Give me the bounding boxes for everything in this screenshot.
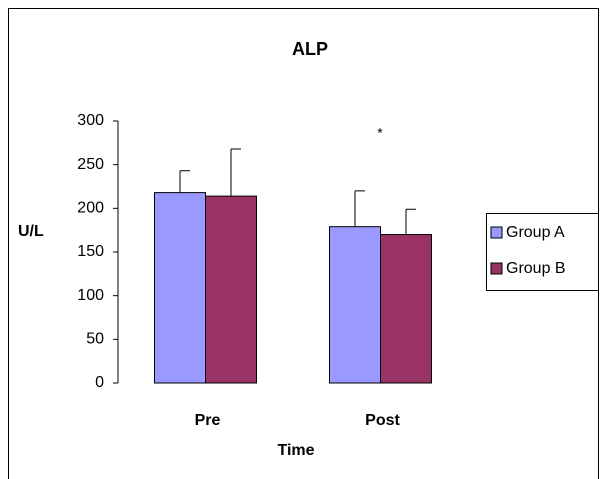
annotation: * [377,125,383,141]
y-tick-label: 0 [95,374,104,391]
y-tick-label: 200 [77,200,104,217]
y-tick-label: 300 [77,112,104,129]
legend-swatch [491,263,502,274]
legend-label: Group B [506,260,566,277]
x-tick-label: Post [365,412,400,429]
bar [206,196,257,383]
legend-label: Group A [506,224,565,241]
bar [330,227,381,383]
y-axis-label: U/L [18,223,44,240]
bar [155,193,206,383]
bar [381,235,432,383]
y-tick-label: 50 [86,331,104,348]
x-tick-label: Pre [195,412,221,429]
y-tick-label: 100 [77,287,104,304]
chart: ALP U/L Time * 0 50 100 150 200 250 300 Pre Post… [0,0,608,479]
chart-title: ALP [292,39,328,59]
legend-swatch [491,227,502,238]
y-tick-label: 250 [77,156,104,173]
y-tick-label: 150 [77,243,104,260]
x-axis-label: Time [277,442,314,459]
